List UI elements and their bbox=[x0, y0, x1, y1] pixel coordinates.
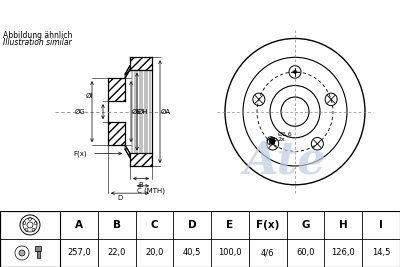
Text: 24.0322-0231.1: 24.0322-0231.1 bbox=[139, 6, 281, 22]
Polygon shape bbox=[130, 154, 152, 166]
Text: 22,0: 22,0 bbox=[108, 249, 126, 257]
Polygon shape bbox=[108, 78, 125, 101]
Text: 14,5: 14,5 bbox=[372, 249, 390, 257]
Polygon shape bbox=[125, 66, 130, 78]
Text: 257,0: 257,0 bbox=[67, 249, 91, 257]
Text: 20,0: 20,0 bbox=[145, 249, 164, 257]
Text: G: G bbox=[301, 220, 310, 230]
Text: B: B bbox=[139, 182, 143, 188]
Text: D: D bbox=[117, 195, 123, 201]
Text: ØE: ØE bbox=[132, 109, 142, 115]
Text: C: C bbox=[151, 220, 158, 230]
Text: F(x): F(x) bbox=[73, 150, 87, 157]
Text: C (MTH): C (MTH) bbox=[137, 188, 165, 194]
Text: H: H bbox=[339, 220, 348, 230]
Bar bbox=[36, 251, 40, 258]
Polygon shape bbox=[130, 57, 152, 70]
Text: A: A bbox=[75, 220, 83, 230]
Text: F(x): F(x) bbox=[256, 220, 280, 230]
Text: 60,0: 60,0 bbox=[296, 249, 315, 257]
Text: B: B bbox=[113, 220, 121, 230]
Circle shape bbox=[294, 70, 296, 73]
Text: Abbildung ähnlich: Abbildung ähnlich bbox=[3, 31, 72, 40]
Text: 100,0: 100,0 bbox=[218, 249, 242, 257]
Text: ØG: ØG bbox=[75, 109, 85, 115]
Text: ØA: ØA bbox=[161, 109, 171, 115]
Text: D: D bbox=[188, 220, 196, 230]
Text: ØI: ØI bbox=[85, 93, 93, 99]
Text: Illustration similar: Illustration similar bbox=[3, 38, 72, 48]
Polygon shape bbox=[108, 122, 125, 145]
Bar bbox=[35, 246, 41, 251]
Text: ØH: ØH bbox=[138, 109, 149, 115]
Bar bbox=[0, 211, 60, 267]
Text: 126,0: 126,0 bbox=[332, 249, 355, 257]
Text: Ate: Ate bbox=[244, 139, 326, 182]
Polygon shape bbox=[125, 145, 130, 158]
Text: 40,5: 40,5 bbox=[183, 249, 202, 257]
Text: I: I bbox=[379, 220, 383, 230]
Text: E: E bbox=[226, 220, 234, 230]
Text: 522231: 522231 bbox=[317, 6, 383, 22]
Text: 4/6: 4/6 bbox=[261, 249, 274, 257]
Text: 2x: 2x bbox=[278, 137, 286, 142]
Text: Ø6,6: Ø6,6 bbox=[278, 132, 293, 137]
Bar bbox=[268, 138, 274, 143]
Circle shape bbox=[19, 250, 25, 256]
